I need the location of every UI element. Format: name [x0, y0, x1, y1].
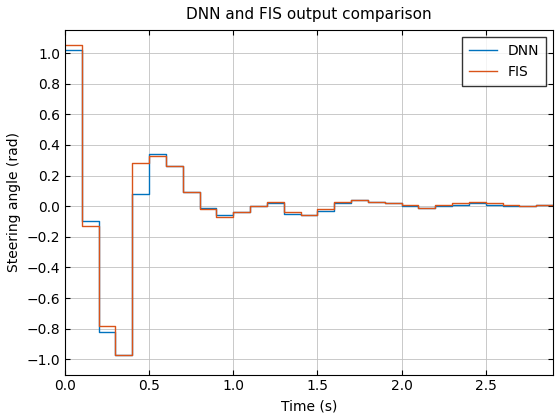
DNN [533, 202, 540, 207]
DNN [331, 201, 338, 206]
DNN [230, 210, 237, 215]
DNN [179, 190, 186, 195]
FIS [247, 204, 254, 209]
DNN [550, 202, 557, 207]
DNN [449, 202, 455, 207]
FIS [281, 210, 287, 215]
FIS [449, 201, 455, 206]
DNN [281, 211, 287, 216]
FIS [162, 164, 169, 169]
DNN [264, 201, 270, 206]
FIS [331, 199, 338, 204]
DNN [398, 204, 405, 209]
FIS [499, 202, 506, 207]
DNN [432, 204, 438, 209]
FIS [213, 214, 220, 219]
FIS [415, 205, 422, 210]
FIS [533, 202, 540, 207]
FIS [95, 323, 102, 328]
FIS [62, 43, 68, 48]
DNN [129, 192, 136, 197]
DNN [499, 204, 506, 209]
FIS [482, 201, 489, 206]
DNN [112, 352, 119, 357]
X-axis label: Time (s): Time (s) [281, 399, 337, 413]
Line: DNN: DNN [65, 50, 553, 355]
FIS [264, 199, 270, 204]
DNN [95, 329, 102, 334]
DNN [297, 213, 304, 218]
DNN [516, 204, 522, 209]
DNN [482, 202, 489, 207]
DNN [196, 205, 203, 210]
DNN [78, 219, 85, 224]
FIS [179, 190, 186, 195]
DNN [415, 205, 422, 210]
DNN [62, 47, 68, 52]
FIS [432, 202, 438, 207]
FIS [381, 201, 388, 206]
FIS [146, 153, 152, 158]
DNN [465, 201, 472, 206]
FIS [365, 199, 371, 204]
FIS [550, 202, 557, 207]
DNN [381, 201, 388, 206]
FIS [348, 197, 354, 202]
FIS [398, 202, 405, 207]
FIS [129, 161, 136, 166]
FIS [78, 223, 85, 228]
DNN [348, 197, 354, 202]
Line: FIS: FIS [65, 45, 553, 355]
DNN [146, 152, 152, 157]
Legend: DNN, FIS: DNN, FIS [462, 37, 546, 86]
FIS [314, 207, 321, 212]
Y-axis label: Steering angle (rad): Steering angle (rad) [7, 132, 21, 272]
FIS [196, 207, 203, 212]
Title: DNN and FIS output comparison: DNN and FIS output comparison [186, 7, 432, 22]
DNN [314, 208, 321, 213]
DNN [365, 199, 371, 204]
FIS [516, 204, 522, 209]
DNN [213, 213, 220, 218]
DNN [162, 164, 169, 169]
DNN [247, 204, 254, 209]
FIS [112, 352, 119, 357]
FIS [230, 210, 237, 215]
FIS [297, 213, 304, 218]
FIS [465, 199, 472, 204]
